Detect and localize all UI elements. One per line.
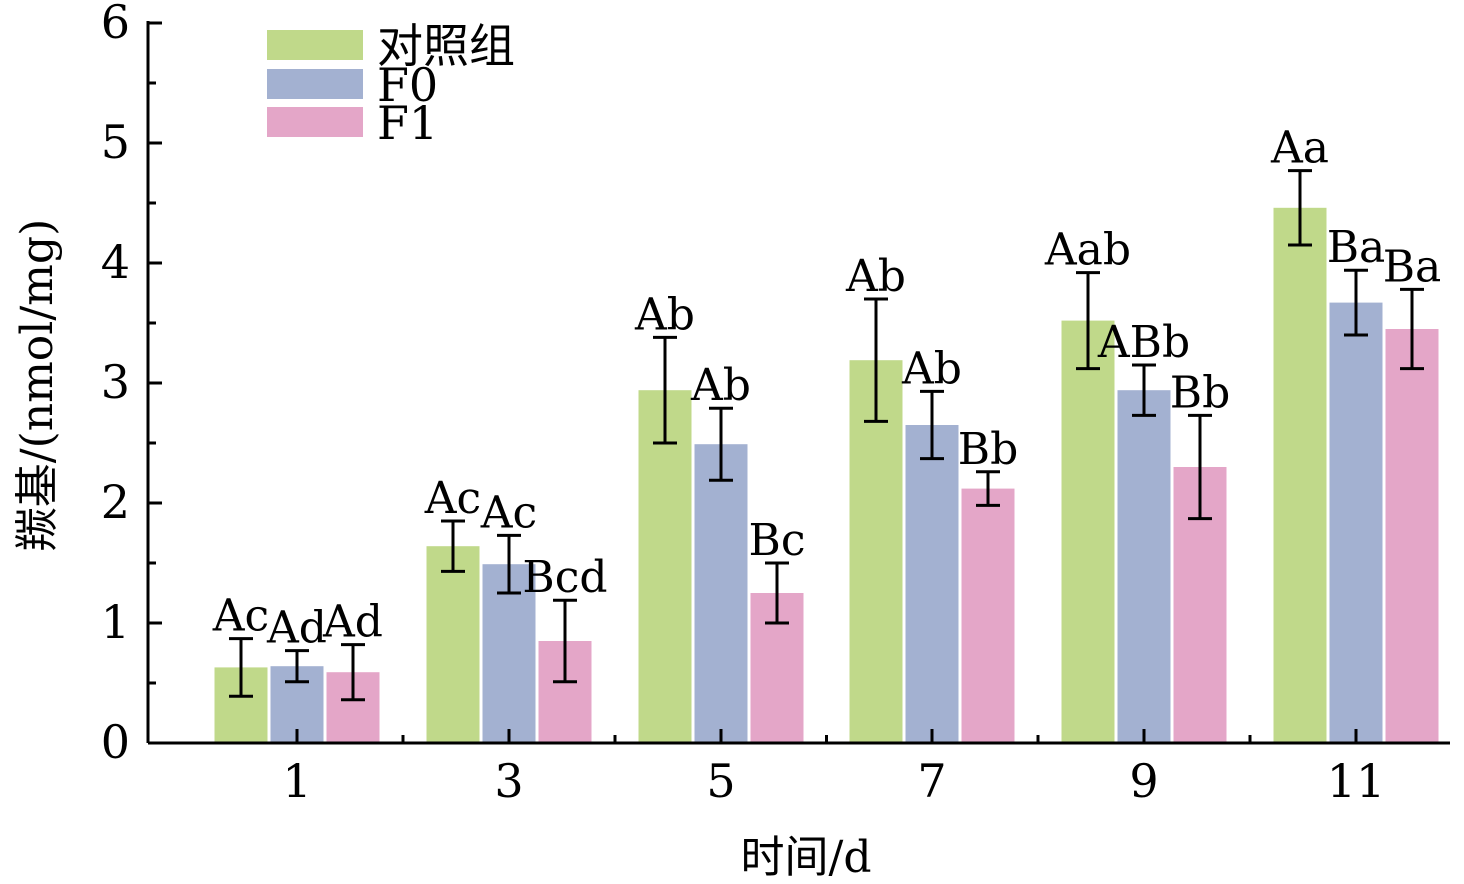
legend-label: 对照组 — [377, 19, 515, 73]
significance-label: Aa — [1270, 123, 1329, 174]
significance-label: Ab — [634, 289, 695, 340]
x-tick-label: 1 — [282, 754, 311, 808]
bar — [849, 360, 903, 743]
significance-label: Bb — [958, 424, 1019, 475]
significance-label: Ba — [1383, 241, 1442, 292]
y-axis-title: 羰基/(nmol/mg) — [12, 219, 63, 552]
significance-label: Ab — [690, 360, 751, 411]
error-bars — [229, 169, 1424, 702]
legend-swatch — [267, 69, 363, 99]
x-tick-label: 5 — [706, 754, 735, 808]
significance-label: Ad — [322, 597, 383, 648]
significance-label: Ac — [212, 591, 269, 642]
significance-label: Ab — [845, 251, 906, 302]
x-tick-label: 9 — [1129, 754, 1158, 808]
legend-swatch — [267, 30, 363, 60]
x-tick-label: 3 — [494, 754, 523, 808]
bar — [1385, 329, 1439, 743]
axes: 0 1 2 3 4 5 6 1 3 5 7 9 11 — [101, 0, 1450, 808]
significance-label: Bcd — [522, 552, 607, 603]
y-tick-label: 1 — [101, 595, 130, 649]
legend-label: F1 — [377, 96, 438, 150]
x-tick-label: 11 — [1327, 754, 1386, 808]
significance-label: Ad — [266, 603, 327, 654]
significance-label: Bb — [1170, 367, 1231, 418]
bar — [1273, 207, 1327, 744]
significance-label: Ac — [424, 473, 481, 524]
y-tick-label: 2 — [101, 475, 130, 529]
y-tick-label: 0 — [101, 715, 130, 769]
bar — [426, 546, 480, 743]
y-tick-label: 5 — [101, 115, 130, 169]
bar — [905, 425, 959, 743]
significance-label: Aab — [1044, 225, 1131, 276]
bar — [961, 488, 1015, 743]
bar — [1329, 302, 1383, 743]
legend-swatch — [267, 107, 363, 137]
y-tick-label: 6 — [101, 0, 130, 49]
significance-label: Bc — [749, 515, 806, 566]
significance-label: ABb — [1097, 317, 1190, 368]
y-tick-label: 4 — [101, 235, 130, 289]
legend-label: F0 — [377, 58, 438, 112]
bar — [1061, 320, 1115, 743]
bar — [694, 444, 748, 743]
x-tick-label: 7 — [917, 754, 946, 808]
bar — [1117, 390, 1171, 743]
significance-label: Ba — [1327, 222, 1386, 273]
bars — [214, 207, 1439, 744]
significance-label: Ab — [901, 343, 962, 394]
significance-label: Ac — [480, 487, 537, 538]
x-axis-title: 时间/d — [741, 832, 872, 883]
bar — [638, 390, 692, 743]
y-tick-label: 3 — [101, 355, 130, 409]
